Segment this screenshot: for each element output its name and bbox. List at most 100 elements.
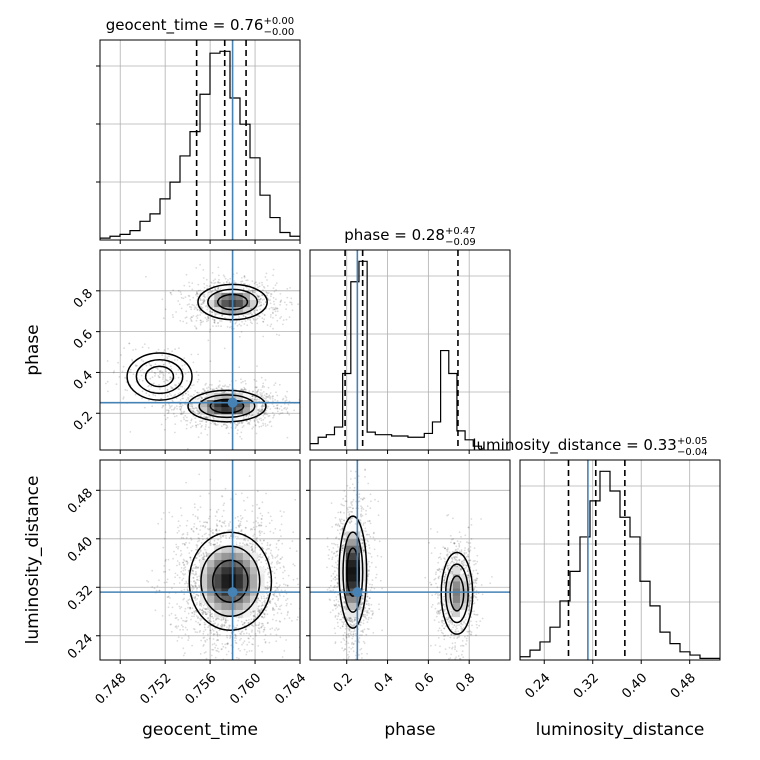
sample-point xyxy=(157,375,160,377)
sample-point xyxy=(192,570,195,573)
sample-point xyxy=(261,409,264,412)
sample-point xyxy=(175,415,178,417)
sample-point xyxy=(251,643,254,646)
sample-point xyxy=(273,566,276,569)
sample-point xyxy=(183,588,186,591)
sample-point xyxy=(276,563,278,565)
sample-point xyxy=(258,558,261,561)
sample-point xyxy=(260,608,262,611)
sample-point xyxy=(202,552,205,555)
sample-point xyxy=(205,416,208,419)
sample-point xyxy=(278,334,281,336)
sample-point xyxy=(195,573,198,576)
sample-point xyxy=(245,544,248,546)
sample-point xyxy=(259,393,262,396)
sample-point xyxy=(215,529,218,532)
sample-point xyxy=(215,424,218,427)
sample-point xyxy=(217,287,220,290)
sample-point xyxy=(161,298,164,301)
sample-point xyxy=(269,633,272,636)
sample-point xyxy=(161,406,164,409)
sample-point xyxy=(258,302,261,305)
sample-point xyxy=(203,298,205,300)
sample-point xyxy=(235,423,238,426)
density-cell xyxy=(214,400,222,408)
sample-point xyxy=(252,643,255,646)
sample-point xyxy=(180,420,183,422)
sample-point xyxy=(238,422,241,425)
sample-point xyxy=(263,616,266,618)
sample-point xyxy=(283,407,285,410)
sample-point xyxy=(196,557,198,559)
sample-point xyxy=(179,628,182,631)
sample-point xyxy=(215,644,218,647)
density-cell xyxy=(221,392,229,401)
sample-point xyxy=(206,433,209,436)
sample-point xyxy=(128,342,131,345)
density-cell xyxy=(207,300,215,308)
sample-point xyxy=(211,384,213,386)
sample-point xyxy=(273,413,276,416)
sample-point xyxy=(183,542,186,545)
sample-point xyxy=(286,584,289,587)
sample-point xyxy=(215,639,218,642)
sample-point xyxy=(118,376,121,378)
sample-point xyxy=(292,578,295,581)
sample-point xyxy=(117,361,119,364)
sample-point xyxy=(203,390,206,393)
sample-point xyxy=(251,395,254,398)
sample-point xyxy=(162,571,165,573)
sample-point xyxy=(247,416,250,418)
sample-point xyxy=(262,422,264,425)
sample-point xyxy=(243,539,245,541)
sample-points xyxy=(105,263,300,450)
sample-point xyxy=(185,427,188,430)
sample-point xyxy=(153,587,156,590)
sample-point xyxy=(238,323,241,326)
sample-point xyxy=(177,289,180,292)
sample-point xyxy=(151,586,154,588)
sample-point xyxy=(185,616,188,619)
density-cell xyxy=(250,407,258,415)
sample-point xyxy=(200,664,202,666)
sample-point xyxy=(195,571,197,573)
sample-point xyxy=(266,622,269,625)
sample-point xyxy=(254,695,256,697)
sample-point xyxy=(216,387,218,390)
sample-point xyxy=(177,300,180,302)
sample-point xyxy=(262,405,265,407)
sample-point xyxy=(154,394,157,397)
sample-point xyxy=(259,308,262,311)
sample-point xyxy=(207,319,210,322)
sample-point xyxy=(269,408,272,410)
sample-point xyxy=(190,537,192,539)
sample-point xyxy=(195,528,198,530)
sample-point xyxy=(190,528,193,531)
sample-point xyxy=(206,320,208,323)
sample-point xyxy=(257,522,259,524)
sample-point xyxy=(280,589,283,592)
sample-point xyxy=(256,398,259,401)
sample-point xyxy=(259,555,261,558)
sample-point xyxy=(181,579,184,582)
sample-point xyxy=(184,414,187,417)
sample-point xyxy=(233,327,235,330)
sample-point xyxy=(256,490,259,493)
sample-point xyxy=(269,397,272,400)
sample-point xyxy=(190,308,193,311)
sample-point xyxy=(251,394,254,397)
sample-point xyxy=(223,391,225,394)
sample-point xyxy=(238,335,241,338)
sample-point xyxy=(200,321,203,324)
sample-point xyxy=(255,537,258,540)
sample-point xyxy=(214,662,216,664)
sample-point xyxy=(245,628,248,631)
sample-point xyxy=(252,290,255,292)
sample-point xyxy=(259,305,261,307)
sample-point xyxy=(123,347,125,349)
sample-point xyxy=(285,318,288,321)
sample-point xyxy=(269,576,271,579)
sample-point xyxy=(276,394,279,397)
sample-point xyxy=(164,570,167,573)
sample-point xyxy=(205,416,208,419)
